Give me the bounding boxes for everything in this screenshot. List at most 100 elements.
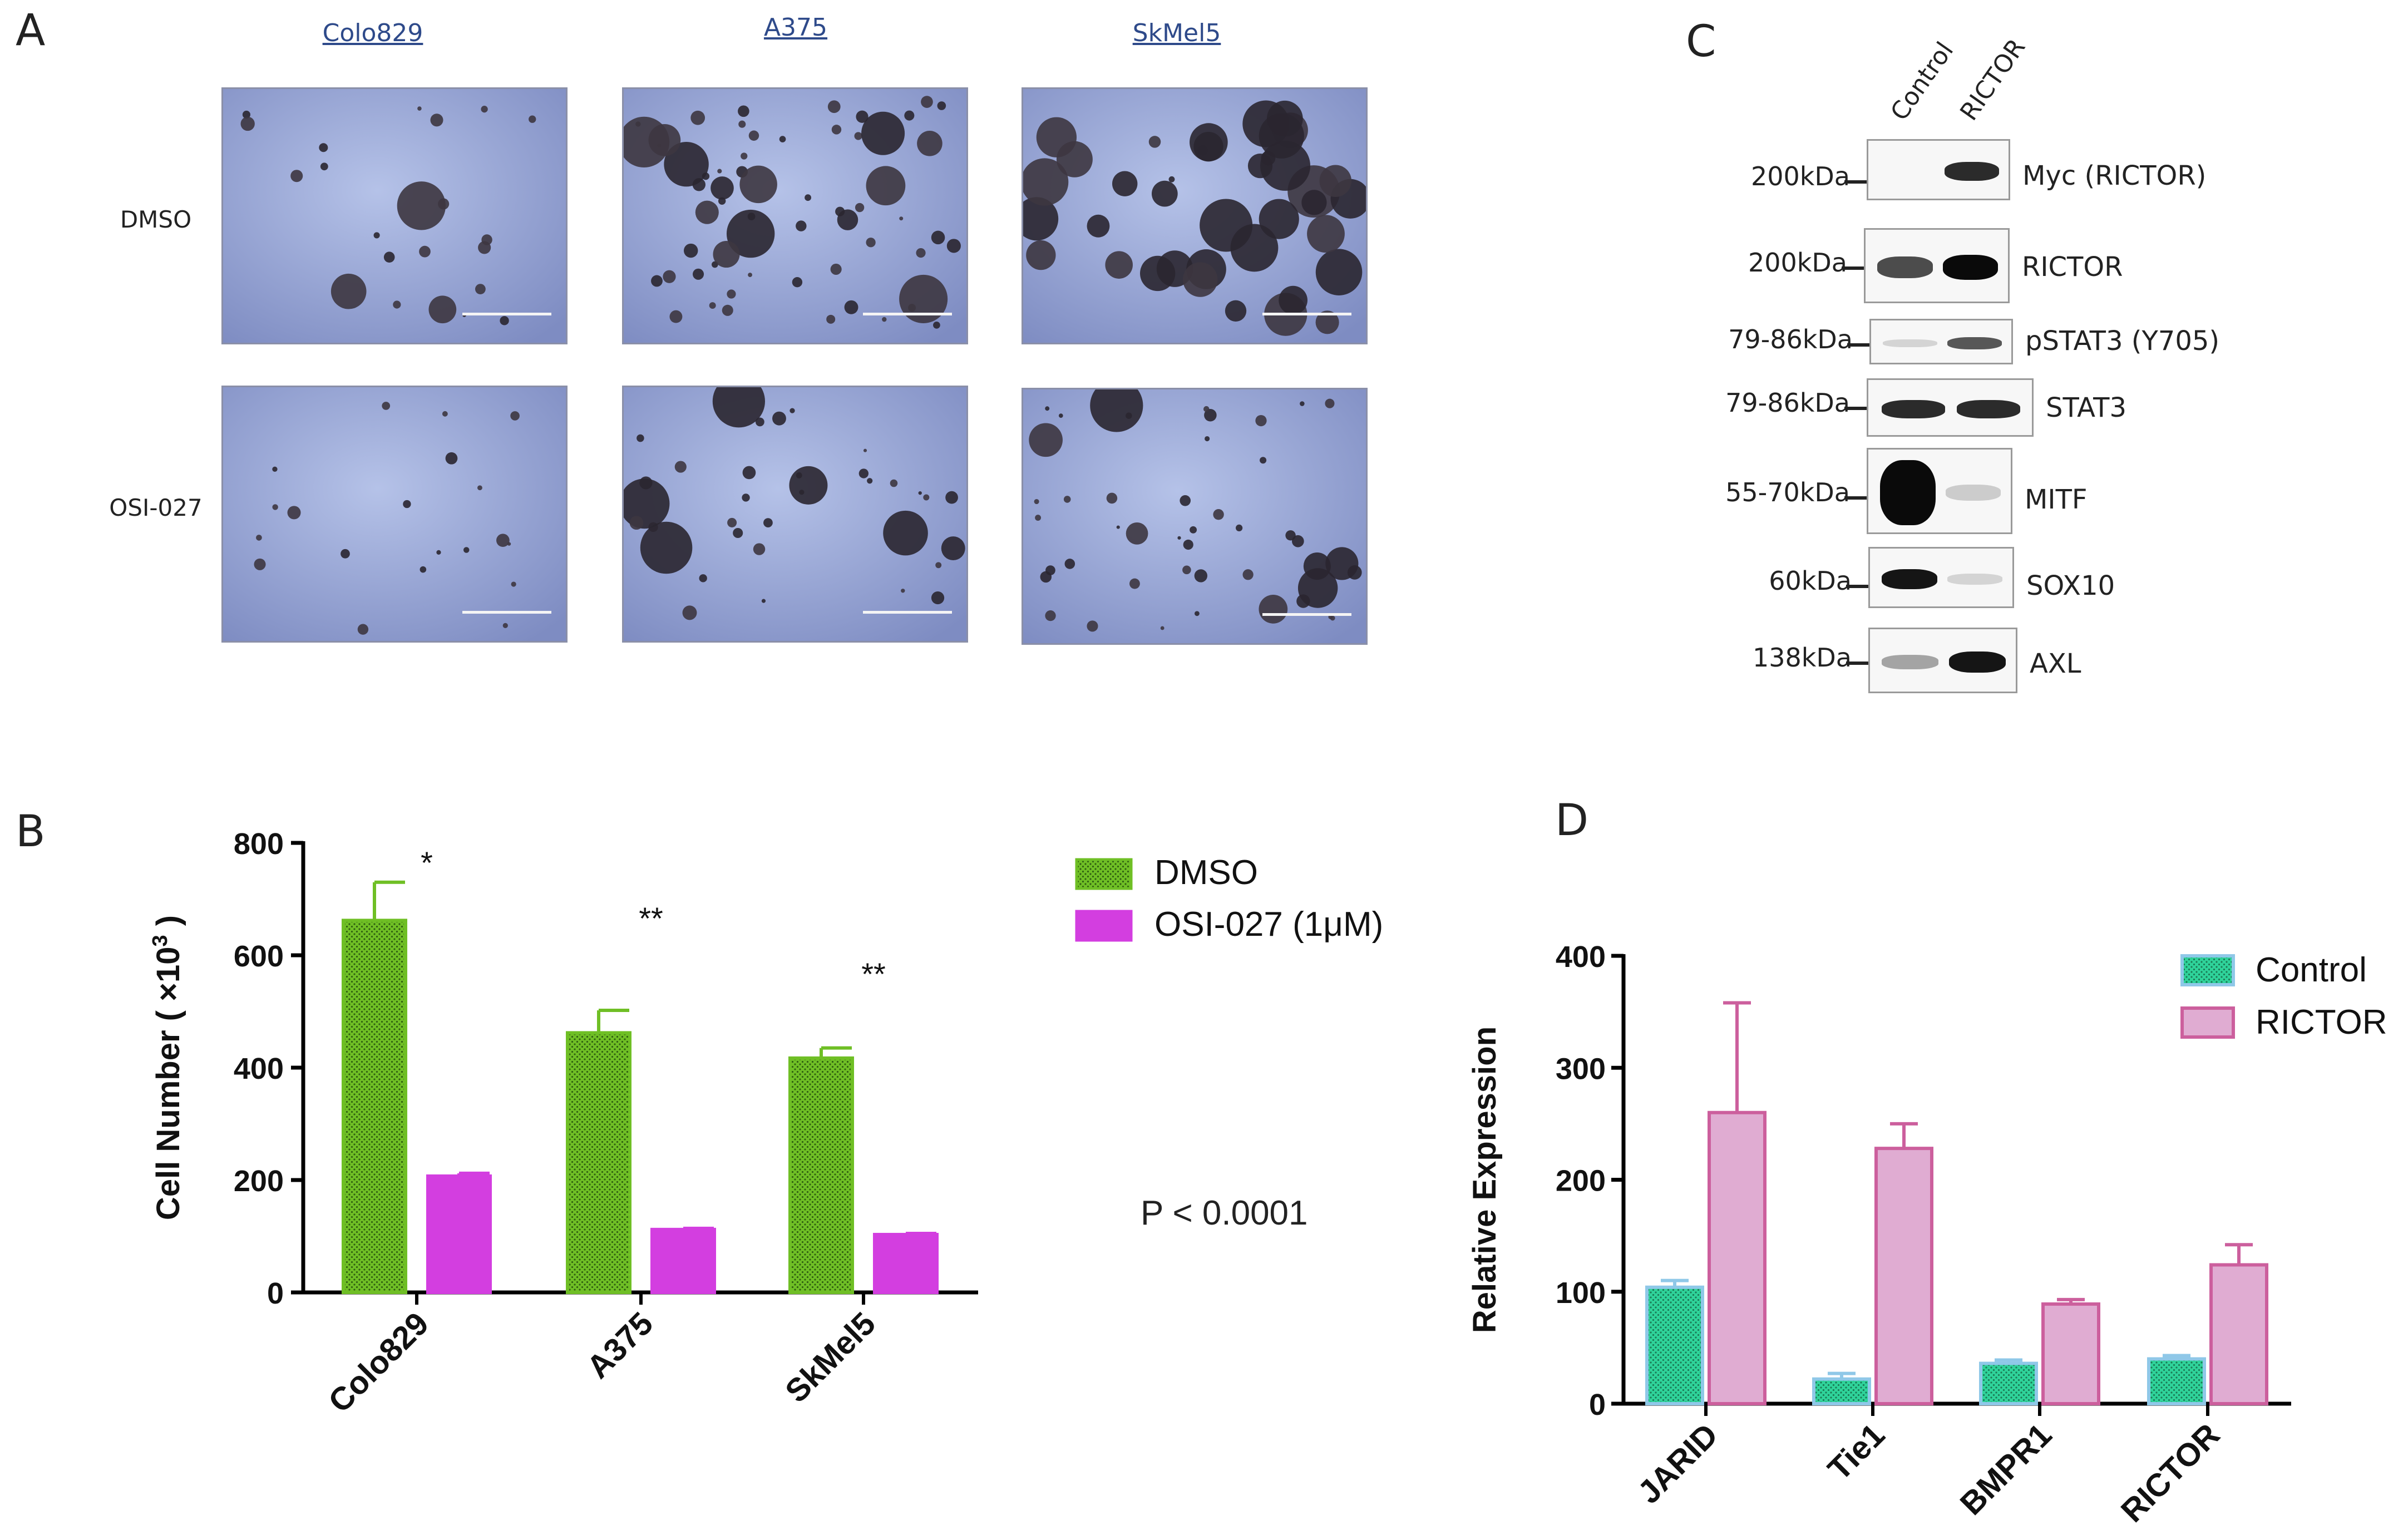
bar-dmso bbox=[342, 919, 407, 1294]
band-rictor bbox=[1947, 574, 2003, 585]
legend-swatch bbox=[2180, 954, 2235, 986]
legend-label: OSI-027 (1μM) bbox=[1154, 905, 1383, 944]
legend-swatch bbox=[1075, 858, 1133, 890]
relative-expression-bar-chart: 0 100 200 300 400 Relative Expression JARID Tie… bbox=[1467, 940, 2387, 1529]
micrograph-image bbox=[223, 89, 566, 343]
panel-letter-d: D bbox=[1555, 796, 1589, 846]
micrograph-image bbox=[624, 89, 966, 343]
bar-rictor bbox=[1708, 1110, 1767, 1405]
bar-osi-027 bbox=[873, 1232, 939, 1294]
legend-swatch bbox=[1075, 910, 1133, 942]
p-value-text: P < 0.0001 bbox=[1141, 1194, 1308, 1232]
bar-dmso bbox=[788, 1056, 854, 1294]
y-tick-label: 300 bbox=[1556, 1052, 1606, 1085]
bar-osi-027 bbox=[426, 1174, 492, 1294]
column-header-skmel5: SkMel5 bbox=[1132, 19, 1221, 47]
y-tick-label: 800 bbox=[234, 827, 284, 861]
column-header-colo829: Colo829 bbox=[322, 19, 423, 47]
micrograph-a375-dmso bbox=[622, 87, 968, 344]
lane-label-rictor: RICTOR bbox=[1955, 33, 2031, 126]
scale-bar bbox=[863, 313, 952, 315]
legend-label: RICTOR bbox=[2256, 1003, 2387, 1042]
micrograph-image bbox=[624, 387, 966, 641]
molecular-weight-label: 55-70kDa bbox=[1725, 477, 1850, 507]
protein-label: Myc (RICTOR) bbox=[2022, 160, 2207, 191]
bar-control bbox=[1979, 1361, 2038, 1405]
scale-bar bbox=[863, 611, 952, 614]
band-control bbox=[1879, 460, 1936, 526]
molecular-weight-label: 138kDa bbox=[1752, 643, 1852, 673]
legend-label: DMSO bbox=[1154, 853, 1258, 892]
x-tick-label: RICTOR bbox=[2114, 1416, 2227, 1529]
panel-letter-b: B bbox=[16, 807, 46, 857]
x-tick-label: A375 bbox=[580, 1305, 660, 1385]
legend-label: Control bbox=[2256, 951, 2367, 989]
micrograph-skmel5-dmso bbox=[1022, 87, 1368, 344]
protein-label: RICTOR bbox=[2022, 251, 2123, 283]
x-tick-label: SkMel5 bbox=[778, 1305, 882, 1409]
significance-annotation: ** bbox=[639, 901, 663, 936]
blot-strip bbox=[1867, 448, 2012, 534]
bar-rictor bbox=[2041, 1302, 2100, 1406]
scale-bar bbox=[462, 313, 551, 315]
band-rictor bbox=[1944, 162, 1999, 181]
protein-label: STAT3 bbox=[2046, 392, 2127, 423]
band-control bbox=[1877, 256, 1933, 278]
panel-letter-c: C bbox=[1686, 17, 1716, 67]
marker-tick bbox=[1844, 496, 1870, 500]
significance-annotation: * bbox=[421, 845, 433, 880]
molecular-weight-label: 79-86kDa bbox=[1725, 388, 1850, 418]
protein-label: MITF bbox=[2025, 484, 2088, 515]
legend-swatch bbox=[2180, 1006, 2235, 1039]
band-rictor bbox=[1947, 337, 2002, 350]
bar-rictor bbox=[1874, 1147, 1933, 1405]
bar-control bbox=[2147, 1357, 2206, 1405]
y-axis-label: Relative Expression bbox=[1467, 1026, 1503, 1333]
band-control bbox=[1882, 339, 1937, 348]
band-rictor bbox=[1942, 254, 1999, 280]
y-tick-label: 400 bbox=[234, 1052, 284, 1085]
marker-tick bbox=[1847, 343, 1873, 347]
blot-strip bbox=[1868, 628, 2017, 693]
significance-annotation: ** bbox=[861, 956, 886, 991]
y-tick-label: 100 bbox=[1556, 1276, 1606, 1310]
micrograph-skmel5-osi027 bbox=[1022, 388, 1368, 645]
band-rictor bbox=[1945, 485, 2001, 501]
band-rictor bbox=[1957, 400, 2020, 418]
micrograph-image bbox=[1023, 89, 1366, 343]
molecular-weight-label: 200kDa bbox=[1748, 248, 1847, 278]
protein-label: AXL bbox=[2030, 648, 2081, 679]
row-label-osi027: OSI-027 bbox=[109, 494, 203, 521]
y-tick-label: 200 bbox=[1556, 1164, 1606, 1198]
y-tick-label: 600 bbox=[234, 940, 284, 973]
y-tick-label: 0 bbox=[1589, 1388, 1606, 1421]
band-rictor bbox=[1949, 651, 2006, 673]
marker-tick bbox=[1844, 407, 1870, 410]
y-tick-label: 200 bbox=[234, 1164, 284, 1198]
blot-strip bbox=[1869, 319, 2013, 364]
marker-tick bbox=[1842, 266, 1867, 270]
molecular-weight-label: 60kDa bbox=[1769, 566, 1852, 596]
bar-rictor bbox=[2209, 1263, 2268, 1406]
blot-strip bbox=[1867, 139, 2010, 200]
bar-control bbox=[1812, 1377, 1871, 1405]
micrograph-image bbox=[223, 387, 566, 641]
band-control bbox=[1882, 655, 1939, 669]
band-control bbox=[1881, 569, 1937, 589]
y-tick-label: 0 bbox=[267, 1277, 284, 1310]
x-tick-label: Colo829 bbox=[322, 1305, 436, 1420]
marker-tick bbox=[1844, 180, 1870, 184]
bar-control bbox=[1645, 1285, 1704, 1406]
protein-label: SOX10 bbox=[2026, 570, 2115, 601]
blot-strip bbox=[1868, 547, 2014, 608]
molecular-weight-label: 79-86kDa bbox=[1728, 324, 1853, 354]
marker-tick bbox=[1846, 585, 1872, 588]
cell-number-bar-chart: 0 200 400 600 800 Cell Number ( ×103 ) * Colo82… bbox=[149, 827, 1383, 1420]
scale-bar bbox=[462, 611, 551, 614]
y-axis-label: Cell Number ( ×103 ) bbox=[149, 915, 186, 1220]
blot-strip bbox=[1867, 378, 2034, 437]
blot-strip bbox=[1864, 228, 2010, 303]
molecular-weight-label: 200kDa bbox=[1750, 161, 1850, 191]
row-label-dmso: DMSO bbox=[120, 206, 192, 233]
micrograph-image bbox=[1023, 389, 1366, 643]
